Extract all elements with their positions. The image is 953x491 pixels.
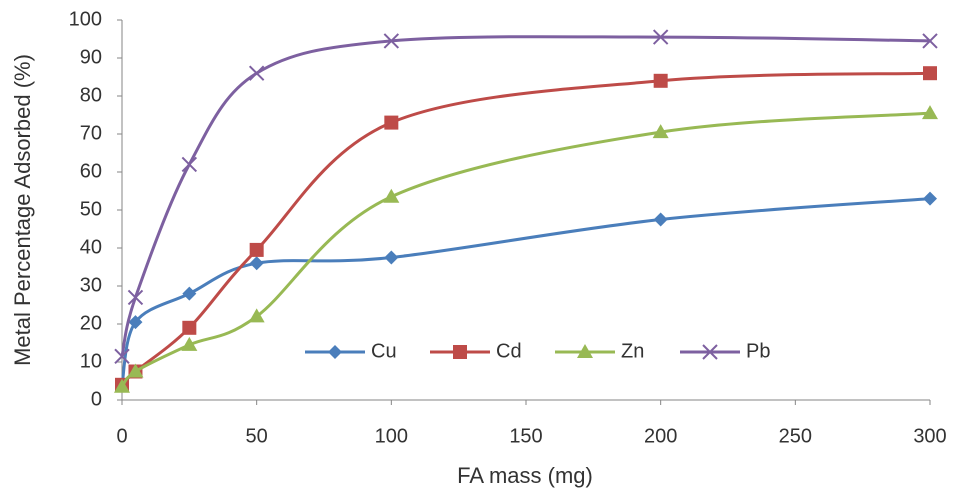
y-tick-label: 80 — [80, 84, 102, 106]
y-tick-label: 50 — [80, 198, 102, 220]
x-tick-label: 250 — [779, 425, 812, 447]
data-point — [128, 315, 143, 330]
data-point — [182, 286, 197, 301]
data-point — [114, 378, 130, 393]
legend-marker — [702, 344, 718, 360]
data-point — [384, 115, 399, 130]
x-tick-label: 200 — [644, 425, 677, 447]
data-point — [652, 29, 669, 45]
data-point — [652, 124, 669, 139]
y-tick-label: 10 — [80, 350, 102, 372]
data-point — [249, 256, 264, 271]
y-axis-title: Metal Percentage Adsorbed (%) — [10, 54, 35, 366]
x-tick-label: 100 — [375, 425, 408, 447]
legend-marker — [453, 345, 467, 359]
data-point — [653, 212, 668, 227]
data-point — [249, 242, 264, 257]
legend-marker — [577, 344, 593, 358]
y-tick-label: 70 — [80, 122, 102, 144]
x-tick-label: 0 — [116, 425, 127, 447]
data-point — [653, 73, 668, 88]
legend-label: Cd — [496, 340, 522, 362]
data-point — [182, 320, 197, 335]
legend-label: Pb — [746, 340, 770, 362]
x-tick-label: 300 — [913, 425, 946, 447]
x-tick-label: 150 — [509, 425, 542, 447]
y-tick-label: 40 — [80, 236, 102, 258]
data-point — [127, 289, 144, 306]
series-line — [120, 35, 931, 357]
y-tick-label: 30 — [80, 274, 102, 296]
data-point — [922, 33, 938, 49]
data-point — [181, 156, 198, 173]
series-line — [120, 111, 931, 388]
data-point — [383, 188, 400, 203]
y-tick-label: 100 — [69, 8, 102, 30]
data-point — [181, 336, 198, 351]
data-point — [922, 105, 938, 120]
legend-label: Zn — [621, 340, 644, 362]
data-point — [127, 363, 144, 378]
y-tick-label: 20 — [80, 312, 102, 334]
y-tick-label: 60 — [80, 160, 102, 182]
data-point — [248, 65, 265, 81]
data-point — [923, 191, 937, 206]
data-point — [384, 250, 399, 265]
data-point — [248, 308, 265, 323]
y-tick-label: 90 — [80, 46, 102, 68]
series-line — [120, 71, 931, 386]
data-point — [923, 66, 937, 81]
data-point — [114, 348, 130, 365]
x-axis-title: FA mass (mg) — [457, 463, 593, 488]
y-tick-label: 0 — [91, 388, 102, 410]
legend-marker — [328, 345, 342, 359]
series-line — [120, 197, 931, 386]
legend-label: Cu — [371, 340, 397, 362]
data-point — [383, 33, 400, 49]
x-tick-label: 50 — [246, 425, 268, 447]
